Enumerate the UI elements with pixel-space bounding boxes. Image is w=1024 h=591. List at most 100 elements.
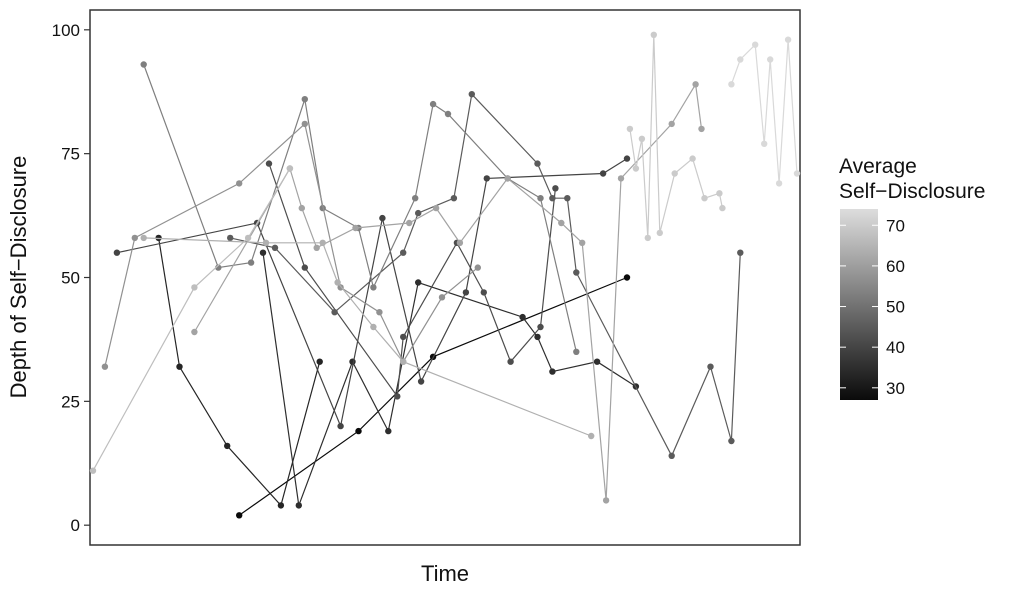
data-point (394, 393, 401, 400)
data-point (400, 249, 407, 256)
series-2 (155, 234, 323, 509)
data-point (671, 170, 678, 177)
series-4 (113, 155, 631, 430)
series-13 (728, 36, 801, 187)
data-point (412, 195, 419, 202)
series-layer (89, 31, 801, 519)
data-point (337, 422, 344, 430)
data-point (593, 358, 601, 365)
data-point (632, 165, 640, 172)
data-point (504, 175, 511, 182)
data-point (668, 452, 675, 459)
data-point (406, 219, 413, 227)
data-point (793, 170, 801, 177)
data-point (271, 244, 279, 251)
data-point (224, 442, 231, 450)
data-point (262, 239, 270, 246)
legend-colorbar: Average Self−Disclosure 30 40 50 60 70 (839, 155, 985, 400)
data-point (415, 209, 422, 217)
data-point (737, 56, 744, 63)
data-point (507, 358, 514, 365)
data-point (728, 81, 735, 88)
data-point (707, 363, 714, 370)
data-point (534, 160, 541, 167)
data-point (191, 328, 198, 336)
data-point (737, 249, 744, 256)
data-point (319, 239, 326, 246)
data-point (316, 358, 323, 365)
data-point (244, 234, 252, 242)
series-line (730, 39, 798, 184)
data-point (429, 100, 437, 108)
data-point (579, 239, 586, 246)
y-tick-label: 100 (52, 21, 80, 40)
series-3 (259, 249, 640, 509)
y-tick-label: 50 (61, 269, 80, 288)
data-point (415, 279, 422, 286)
data-point (537, 195, 544, 202)
data-point (277, 502, 285, 509)
data-point (480, 289, 487, 296)
data-point (650, 31, 657, 38)
data-point (101, 363, 109, 370)
plot-panel (89, 9, 801, 546)
data-point (334, 279, 341, 286)
data-point (692, 81, 699, 88)
data-point (140, 61, 147, 68)
data-point (784, 36, 792, 43)
data-point (534, 333, 541, 341)
data-point (623, 274, 631, 281)
data-point (298, 204, 305, 212)
colorbar-tick-label: 50 (886, 298, 905, 317)
data-point (617, 175, 625, 182)
data-point (352, 224, 359, 232)
data-point (474, 264, 481, 271)
data-point (468, 91, 475, 98)
data-point (588, 432, 595, 440)
data-point (761, 140, 768, 147)
data-point (549, 368, 556, 375)
colorbar-tick-label: 40 (886, 338, 905, 357)
data-point (301, 96, 308, 103)
legend-title-line-1: Average (839, 155, 917, 178)
data-point (385, 427, 392, 435)
y-axis-title: Depth of Self−Disclosure (6, 156, 31, 399)
data-point (564, 195, 571, 202)
data-point (259, 249, 267, 256)
data-point (689, 155, 696, 162)
data-point (176, 363, 183, 370)
data-point (623, 155, 631, 162)
data-point (519, 313, 526, 321)
colorbar-ticks: 30 40 50 60 70 (840, 216, 905, 398)
data-point (656, 229, 663, 237)
colorbar-tick-label: 70 (886, 216, 905, 235)
data-point (456, 239, 464, 246)
series-12 (626, 31, 726, 242)
data-point (599, 170, 607, 177)
data-point (716, 190, 723, 197)
data-point (552, 185, 559, 192)
data-point (355, 427, 362, 435)
data-point (602, 497, 610, 504)
data-point (767, 56, 774, 63)
data-point (191, 284, 198, 291)
data-point (626, 125, 634, 133)
data-point (462, 289, 470, 296)
y-tick-label: 75 (61, 145, 80, 164)
data-point (644, 234, 651, 242)
x-axis-title: Time (421, 561, 469, 586)
series-line (193, 82, 703, 501)
data-point (215, 264, 222, 271)
data-point (89, 467, 97, 474)
data-point (701, 195, 708, 202)
data-point (668, 120, 675, 128)
series-line (262, 252, 637, 506)
series-11 (89, 165, 294, 474)
data-point (131, 234, 138, 242)
data-point (236, 180, 243, 187)
data-point (236, 512, 243, 519)
data-point (295, 502, 302, 509)
y-tick-label: 0 (71, 516, 80, 535)
data-point (400, 333, 407, 341)
